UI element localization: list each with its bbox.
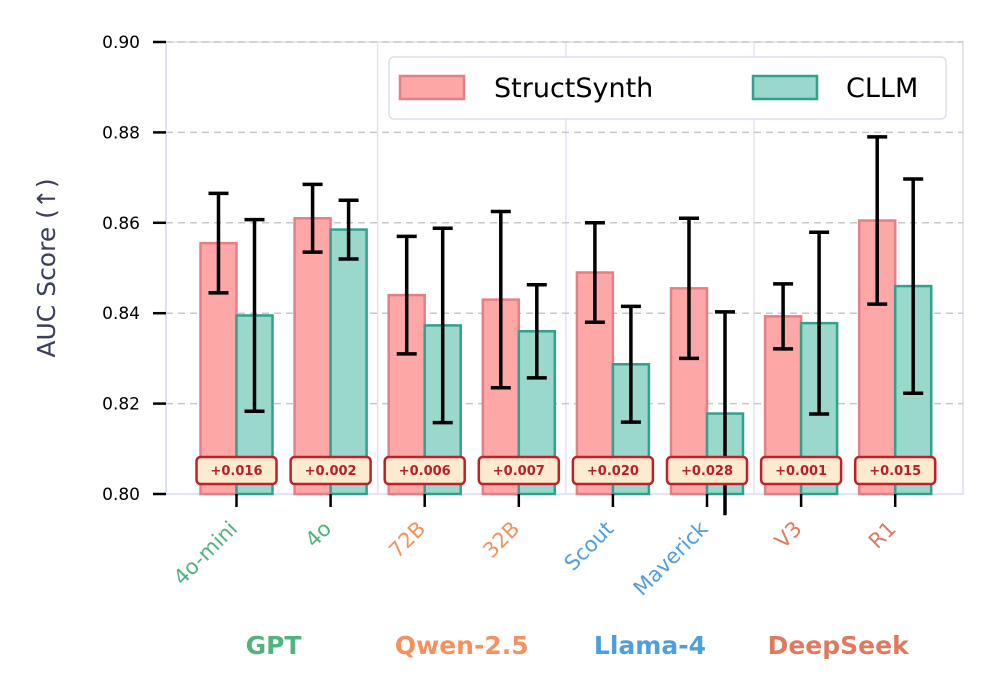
x-category-label: Maverick [629,516,713,600]
group-label: DeepSeek [768,631,910,660]
difference-badge [289,455,372,486]
y-axis: 0.80 0.82 0.84 0.86 0.88 0.90 [102,33,167,505]
bar-structsynth [293,217,332,496]
difference-label: +0.006 [399,464,451,479]
difference-labels: +0.016 +0.002 +0.006 +0.007 +0.020 +0.028 +0.0… [195,455,937,486]
difference-label: +0.007 [493,464,545,479]
x-category-label: R1 [864,517,901,554]
group-label: Llama-4 [594,631,706,660]
y-tick-label: 0.90 [102,33,140,53]
y-tick-label: 0.82 [102,395,140,415]
y-tick-label: 0.80 [102,485,140,505]
x-category-label: 72B [384,517,430,563]
difference-badge [477,455,561,486]
difference-badge [759,455,843,486]
difference-label: +0.015 [869,464,921,479]
x-category-label: 32B [478,517,524,563]
legend-swatch-structsynth [398,74,466,101]
y-tick-label: 0.88 [102,123,140,143]
x-category-label: Scout [560,517,619,576]
x-axis: 4o-mini 4o 72B 32B Scout Maverick V3 R1 [169,494,901,600]
difference-badge [571,455,655,486]
legend-label-cllm: CLLM [846,73,918,104]
x-category-label: 4o [301,517,337,553]
x-category-label: V3 [770,517,807,554]
x-category-label: 4o-mini [169,517,242,590]
group-label: GPT [246,631,302,660]
legend-label-structsynth: StructSynth [494,73,653,104]
legend-swatch-cllm [751,74,819,101]
difference-label: +0.016 [210,464,262,479]
difference-label: +0.028 [681,464,733,479]
y-axis-label: AUC Score (↑) [32,178,61,357]
difference-badge [853,455,937,486]
group-labels: GPT Qwen-2.5 Llama-4 DeepSeek [246,631,910,660]
error-bars [208,135,924,516]
bar-cllm [329,228,368,496]
difference-badge [195,455,278,486]
difference-label: +0.001 [775,464,827,479]
difference-label: +0.020 [587,464,639,479]
y-tick-label: 0.86 [102,214,140,234]
legend-frame [388,56,947,120]
difference-badge [383,455,466,486]
group-label: Qwen-2.5 [395,631,529,660]
legend: StructSynth CLLM [388,56,947,120]
difference-label: +0.002 [305,464,357,479]
difference-badge [665,455,749,486]
y-tick-label: 0.84 [102,304,140,324]
